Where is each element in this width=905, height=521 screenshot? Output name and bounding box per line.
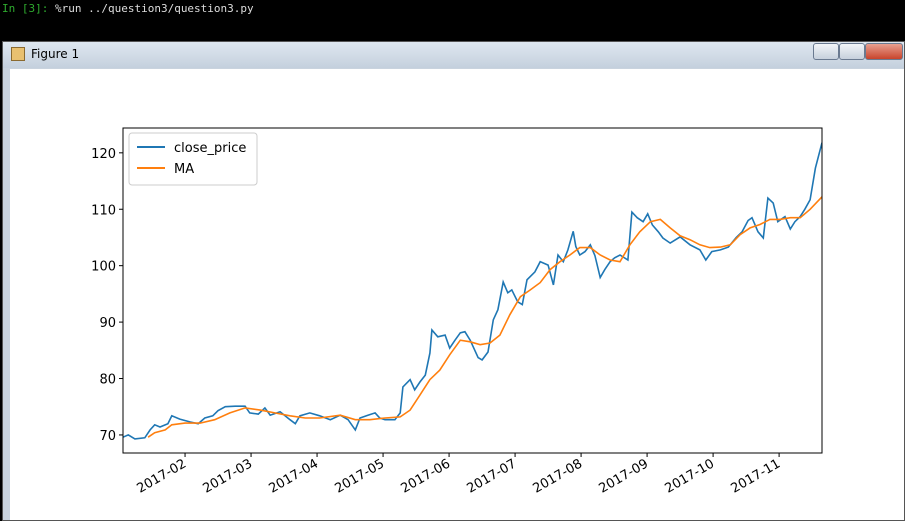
series-line (123, 142, 822, 440)
legend-label: MA (174, 162, 194, 177)
legend-label: close_price (174, 141, 246, 156)
x-tick-label: 2017-08 (531, 456, 586, 496)
x-tick-label: 2017-06 (399, 456, 454, 496)
minimize-button[interactable] (813, 43, 839, 60)
window-title: Figure 1 (31, 47, 80, 61)
figure-window: Figure 1 70 80 90 100 110 120 2017-02 2017-03 20… (2, 41, 905, 521)
x-tick-label: 2017-05 (333, 456, 388, 496)
y-tick-label: 70 (99, 429, 116, 444)
y-tick-label: 120 (91, 147, 116, 162)
y-tick-label: 100 (91, 260, 116, 275)
y-tick-label: 80 (99, 373, 116, 388)
series-line (147, 196, 822, 438)
y-tick-label: 110 (91, 203, 116, 218)
y-tick-label: 90 (99, 316, 116, 331)
command: %run ../question3/question3.py (54, 2, 254, 15)
x-tick-label: 2017-02 (134, 456, 189, 496)
chart: 70 80 90 100 110 120 2017-02 2017-03 2017-04 2017… (91, 127, 823, 497)
x-tick-label: 2017-10 (663, 456, 718, 496)
window-icon (11, 47, 25, 61)
plot-area (123, 142, 822, 440)
x-tick-label: 2017-04 (267, 456, 322, 496)
figure-canvas: 70 80 90 100 110 120 2017-02 2017-03 2017-04 2017… (10, 69, 904, 520)
prompt: In [3]: (2, 2, 49, 15)
x-tick-label: 2017-07 (465, 456, 520, 496)
axes-frame (122, 127, 823, 454)
title-bar: Figure 1 (3, 42, 904, 68)
maximize-button[interactable] (839, 43, 865, 60)
x-tick-label: 2017-09 (597, 456, 652, 496)
close-button[interactable] (865, 43, 903, 60)
x-tick-label: 2017-11 (729, 456, 784, 496)
terminal-line: In [3]: %run ../question3/question3.py (2, 2, 254, 15)
x-tick-label: 2017-03 (201, 456, 256, 496)
